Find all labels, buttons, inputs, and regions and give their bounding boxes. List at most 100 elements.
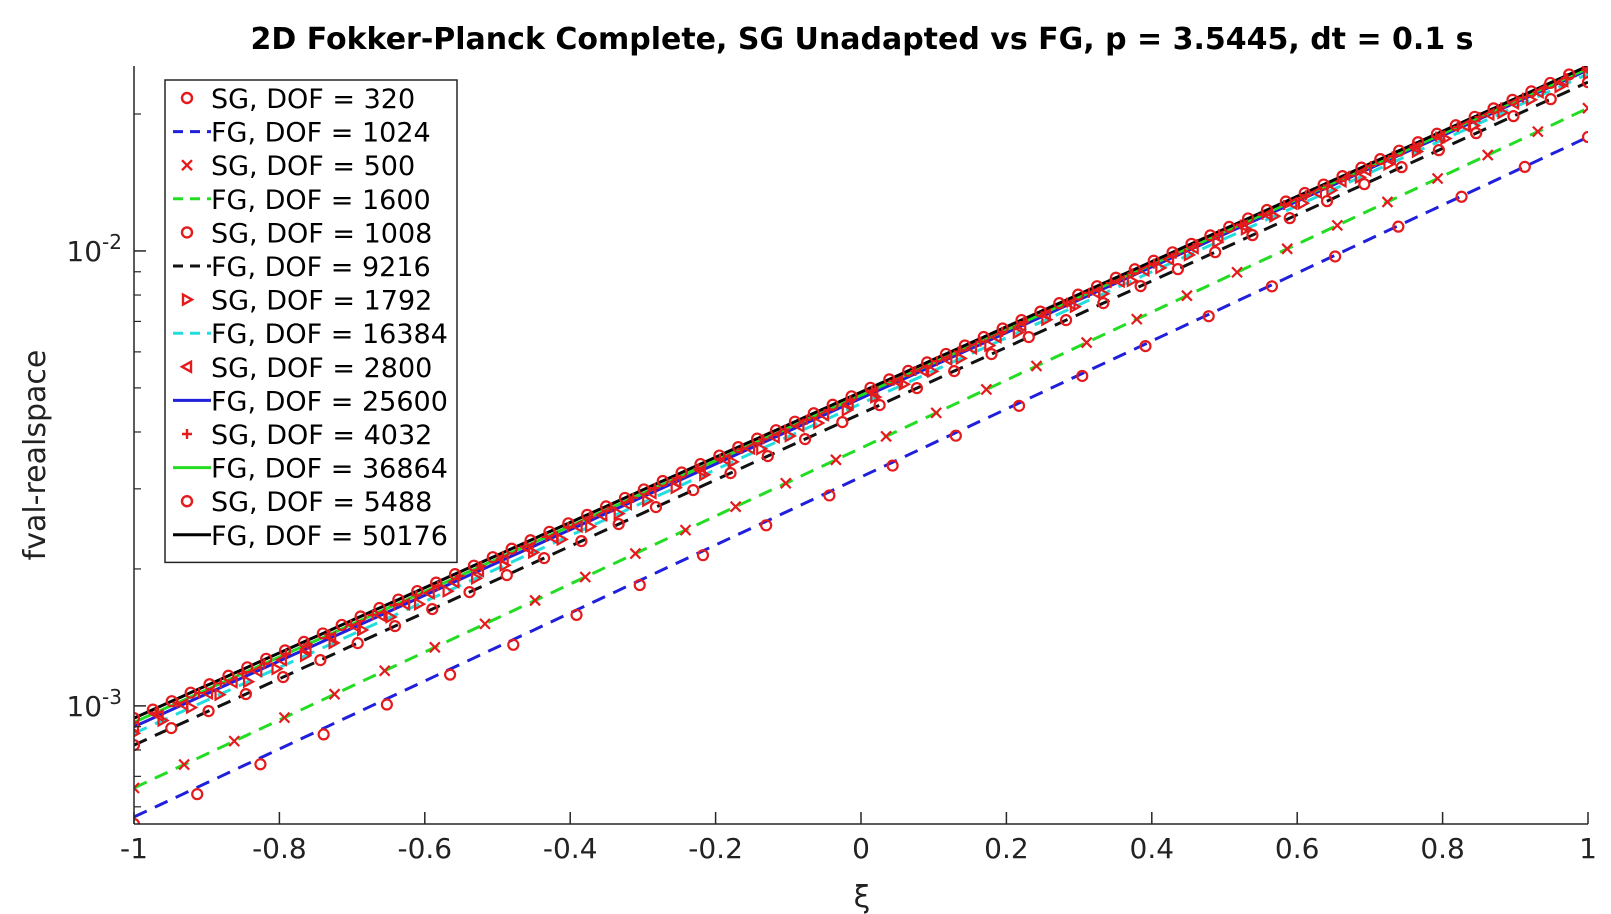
data-point	[910, 382, 924, 395]
data-point	[1365, 160, 1376, 171]
x-tick-label: 0	[852, 832, 870, 865]
data-point	[1381, 196, 1394, 208]
data-point	[788, 415, 802, 428]
data-point	[807, 407, 820, 420]
data-point	[1223, 220, 1236, 234]
data-point	[413, 597, 427, 611]
data-point	[612, 518, 625, 531]
data-point	[948, 365, 961, 378]
series-line-3	[134, 106, 1588, 790]
data-point	[841, 397, 854, 411]
data-point	[581, 508, 594, 521]
data-point	[249, 664, 263, 678]
data-point	[529, 594, 541, 607]
data-point	[985, 348, 998, 361]
data-point	[463, 586, 476, 599]
data-point	[585, 519, 598, 534]
data-point	[176, 697, 189, 712]
data-point	[910, 365, 921, 376]
data-point	[328, 688, 341, 700]
data-point	[1331, 219, 1344, 232]
x-tick-label: 0.4	[1130, 832, 1175, 865]
series-markers-2	[134, 102, 1588, 794]
data-point	[1034, 305, 1047, 318]
data-point	[411, 584, 424, 598]
data-point	[1235, 219, 1246, 230]
data-point	[429, 641, 441, 654]
data-point	[1455, 190, 1468, 203]
data-point	[222, 669, 235, 682]
legend-entry: FG, DOF = 25600	[173, 386, 448, 417]
data-point	[633, 578, 646, 592]
data-point	[1336, 169, 1349, 183]
data-point	[1090, 280, 1104, 293]
data-point	[649, 501, 663, 514]
data-point	[798, 433, 812, 446]
data-point	[239, 687, 252, 701]
data-point	[1130, 313, 1143, 325]
data-point	[442, 584, 455, 599]
data-point	[1506, 93, 1519, 106]
x-axis-label: ξ	[854, 880, 871, 914]
legend-label: SG, DOF = 5488	[211, 487, 432, 518]
data-point	[1431, 172, 1444, 185]
data-point	[241, 661, 254, 674]
data-point	[191, 788, 204, 801]
series-line-1	[134, 135, 1588, 819]
data-point	[619, 497, 632, 511]
data-point	[426, 603, 439, 616]
data-point	[649, 483, 660, 494]
x-tick-label: -0.4	[543, 832, 598, 865]
data-point	[1283, 212, 1296, 225]
data-point	[1185, 237, 1198, 250]
data-point	[385, 610, 398, 624]
data-point	[497, 551, 508, 562]
data-point	[958, 339, 971, 352]
data-point	[1235, 218, 1249, 233]
data-point	[505, 542, 518, 555]
data-point	[1457, 118, 1470, 133]
x-tick-label: -1	[120, 832, 148, 865]
data-point	[656, 474, 669, 488]
data-point	[594, 508, 608, 523]
data-point	[1374, 153, 1387, 166]
data-point	[486, 551, 499, 564]
data-point	[1297, 196, 1311, 211]
data-point	[801, 414, 812, 425]
x-tick-label: 0.2	[984, 832, 1029, 865]
data-point	[769, 424, 783, 437]
data-point	[1279, 199, 1290, 210]
legend-label: FG, DOF = 1024	[211, 118, 431, 149]
x-tick-label: 1	[1579, 832, 1597, 865]
data-point	[939, 347, 953, 361]
data-point	[274, 653, 287, 667]
legend-marker-swatch	[179, 359, 193, 374]
axes: -1 -0.8 -0.6 -0.4 -0.2 0 0.2 0.4 0.6 0.8 1 10-3 10-2	[66, 66, 1597, 865]
data-point	[980, 383, 993, 396]
data-point	[1012, 325, 1026, 340]
data-point	[324, 629, 335, 640]
data-point	[1265, 280, 1279, 293]
legend-marker-swatch	[182, 429, 192, 439]
data-point	[1260, 207, 1273, 222]
data-point	[1080, 336, 1093, 349]
data-point	[392, 593, 405, 606]
legend-entry: FG, DOF = 36864	[173, 454, 448, 485]
data-point	[397, 597, 411, 612]
legend-label: FG, DOF = 36864	[211, 454, 448, 485]
data-point	[165, 695, 178, 708]
legend-entry: SG, DOF = 5488	[180, 487, 432, 518]
legend-entry: FG, DOF = 1024	[173, 118, 431, 149]
data-point	[1354, 170, 1368, 185]
data-point	[1525, 85, 1538, 98]
data-point	[277, 670, 290, 684]
data-point	[1083, 287, 1094, 298]
data-point	[1076, 369, 1089, 383]
data-point	[816, 408, 830, 422]
legend-entry: FG, DOF = 50176	[173, 521, 448, 552]
data-point	[984, 338, 997, 353]
data-point	[1109, 271, 1123, 284]
data-point	[1582, 67, 1588, 81]
data-point	[543, 525, 556, 538]
data-point	[1269, 209, 1282, 224]
